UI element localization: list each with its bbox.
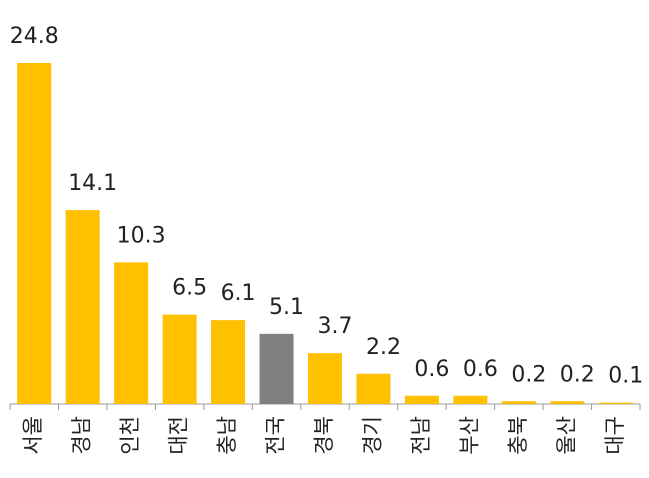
x-tick-label: 서울 (21, 416, 45, 455)
bar (162, 314, 197, 404)
data-label: 3.7 (318, 314, 353, 339)
data-label: 2.2 (366, 335, 401, 360)
bar (550, 401, 585, 404)
data-label: 0.1 (608, 364, 643, 389)
bar (211, 320, 246, 404)
data-label: 0.2 (511, 362, 546, 387)
data-label: 6.5 (172, 276, 207, 301)
bar (453, 395, 488, 404)
data-label: 6.1 (221, 281, 256, 306)
data-label: 14.1 (68, 171, 117, 196)
bar (259, 333, 294, 404)
bar (598, 402, 633, 404)
x-tick-label: 전남 (409, 416, 433, 455)
data-label: 0.2 (560, 362, 595, 387)
x-tick-label: 경북 (312, 416, 336, 455)
x-tick-label: 울산 (554, 416, 578, 455)
data-label: 0.6 (414, 357, 449, 382)
bar (65, 210, 100, 404)
bar (17, 63, 52, 404)
data-label: 10.3 (117, 223, 166, 248)
bar (308, 353, 342, 404)
x-tick-label: 대구 (603, 416, 627, 455)
x-tick-label: 경기 (360, 416, 384, 455)
data-label: 24.8 (10, 24, 59, 49)
x-tick-label: 부산 (457, 416, 481, 455)
x-tick-label: 충북 (506, 416, 530, 455)
bar (501, 401, 536, 404)
bar (404, 395, 439, 404)
x-tick-label: 대전 (167, 416, 191, 455)
x-tick-label: 충남 (215, 416, 239, 455)
bar (356, 373, 391, 404)
x-tick-label: 인천 (118, 416, 142, 455)
data-label: 5.1 (269, 295, 304, 320)
x-tick-label: 전국 (264, 416, 288, 455)
data-label: 0.6 (463, 357, 498, 382)
x-tick-label: 경남 (70, 416, 94, 455)
bar (114, 262, 149, 404)
